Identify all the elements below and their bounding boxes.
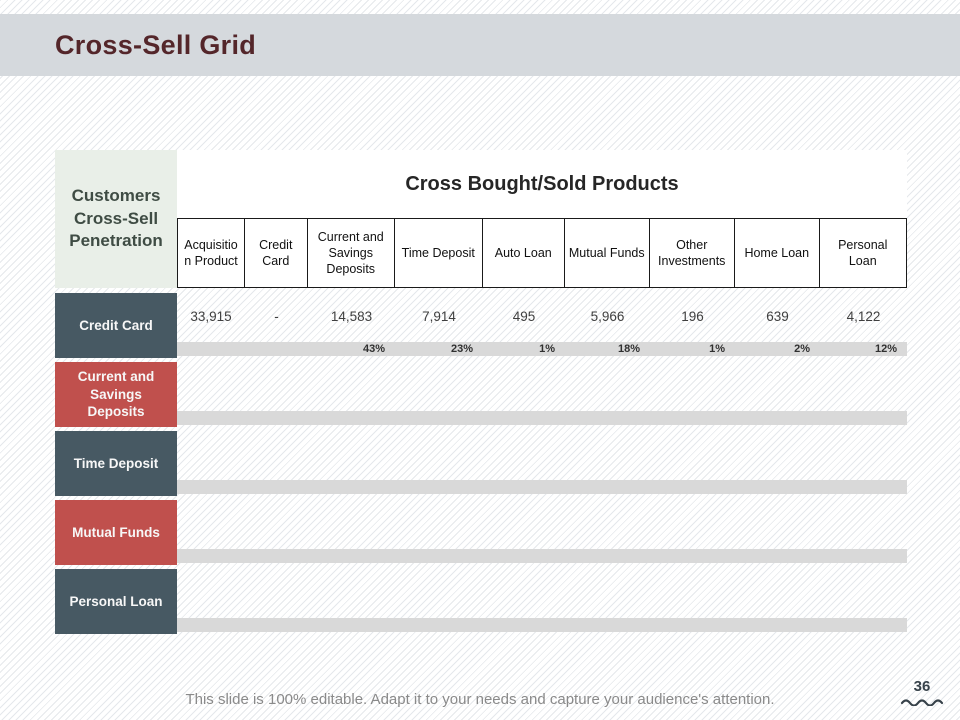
column-header: Time Deposit — [393, 218, 483, 288]
percent-cell: 1% — [539, 343, 555, 355]
table-row: Mutual Funds — [55, 500, 907, 565]
values-row — [177, 569, 907, 615]
table-body: Credit Card 33,915 - 14,583 7,914 495 5,966 196… — [55, 293, 907, 634]
table-row: Current and Savings Deposits — [55, 362, 907, 427]
percent-cell: 12% — [874, 343, 897, 355]
values-row: 33,915 - 14,583 7,914 495 5,966 196 639 4,122 — [177, 293, 907, 339]
column-header: Credit Card — [243, 218, 308, 288]
span-header: Cross Bought/Sold Products — [405, 172, 679, 195]
values-row — [177, 431, 907, 477]
corner-header: Customers Cross-Sell Penetration — [55, 150, 177, 288]
row-header: Credit Card — [55, 293, 177, 358]
slide-title: Cross-Sell Grid — [55, 29, 257, 60]
squiggle-icon — [900, 699, 944, 706]
footer-note: This slide is 100% editable. Adapt it to… — [185, 691, 775, 708]
table-header: Customers Cross-Sell Penetration Cross B… — [55, 150, 907, 288]
column-header: Auto Loan — [481, 218, 565, 288]
percent-cell: 2% — [794, 343, 810, 355]
data-cell: 7,914 — [422, 308, 456, 324]
row-header: Personal Loan — [55, 569, 177, 634]
data-cell: 33,915 — [190, 308, 232, 324]
row-data-area: 33,915 - 14,583 7,914 495 5,966 196 639 4,122 43%… — [177, 293, 907, 358]
percent-cell: 23% — [450, 343, 473, 355]
column-header: Personal Loan — [818, 218, 907, 288]
column-header: Home Loan — [733, 218, 820, 288]
percent-band — [177, 411, 907, 425]
row-header: Current and Savings Deposits — [55, 362, 177, 427]
row-data-area — [177, 569, 907, 634]
percent-band: 43% 23% 1% 18% 1% 2% 12% — [177, 342, 907, 356]
row-header: Time Deposit — [55, 431, 177, 496]
title-band: Cross-Sell Grid — [0, 14, 960, 76]
data-cell: 196 — [681, 308, 704, 324]
percent-cell: 18% — [617, 343, 640, 355]
column-header: Current and Savings Deposits — [306, 218, 395, 288]
column-header: Other Investments — [648, 218, 735, 288]
row-header: Mutual Funds — [55, 500, 177, 565]
products-header-area: Cross Bought/Sold Products Acquisition P… — [177, 150, 907, 288]
percent-band — [177, 549, 907, 563]
values-row — [177, 500, 907, 546]
data-cell: 639 — [766, 308, 789, 324]
row-data-area — [177, 362, 907, 427]
page-number: 36 — [913, 678, 931, 695]
data-cell: 14,583 — [330, 308, 373, 324]
row-data-area — [177, 500, 907, 565]
column-header: Acquisition Product — [177, 218, 245, 288]
column-headers: Acquisition Product Credit Card Current an… — [177, 218, 907, 288]
row-data-area — [177, 431, 907, 496]
page-number-block: 36 — [898, 678, 946, 706]
column-header: Mutual Funds — [563, 218, 650, 288]
data-cell: 4,122 — [846, 308, 881, 324]
data-cell: - — [274, 308, 279, 324]
table-row: Credit Card 33,915 - 14,583 7,914 495 5,966 196… — [55, 293, 907, 358]
data-cell: 495 — [512, 308, 536, 324]
table-row: Personal Loan — [55, 569, 907, 634]
percent-cell: 43% — [362, 343, 385, 355]
data-cell: 5,966 — [590, 308, 625, 324]
table-row: Time Deposit — [55, 431, 907, 496]
values-row — [177, 362, 907, 408]
percent-cell: 1% — [709, 343, 725, 355]
cross-sell-table: Customers Cross-Sell Penetration Cross B… — [55, 150, 907, 634]
percent-band — [177, 618, 907, 632]
percent-band — [177, 480, 907, 494]
